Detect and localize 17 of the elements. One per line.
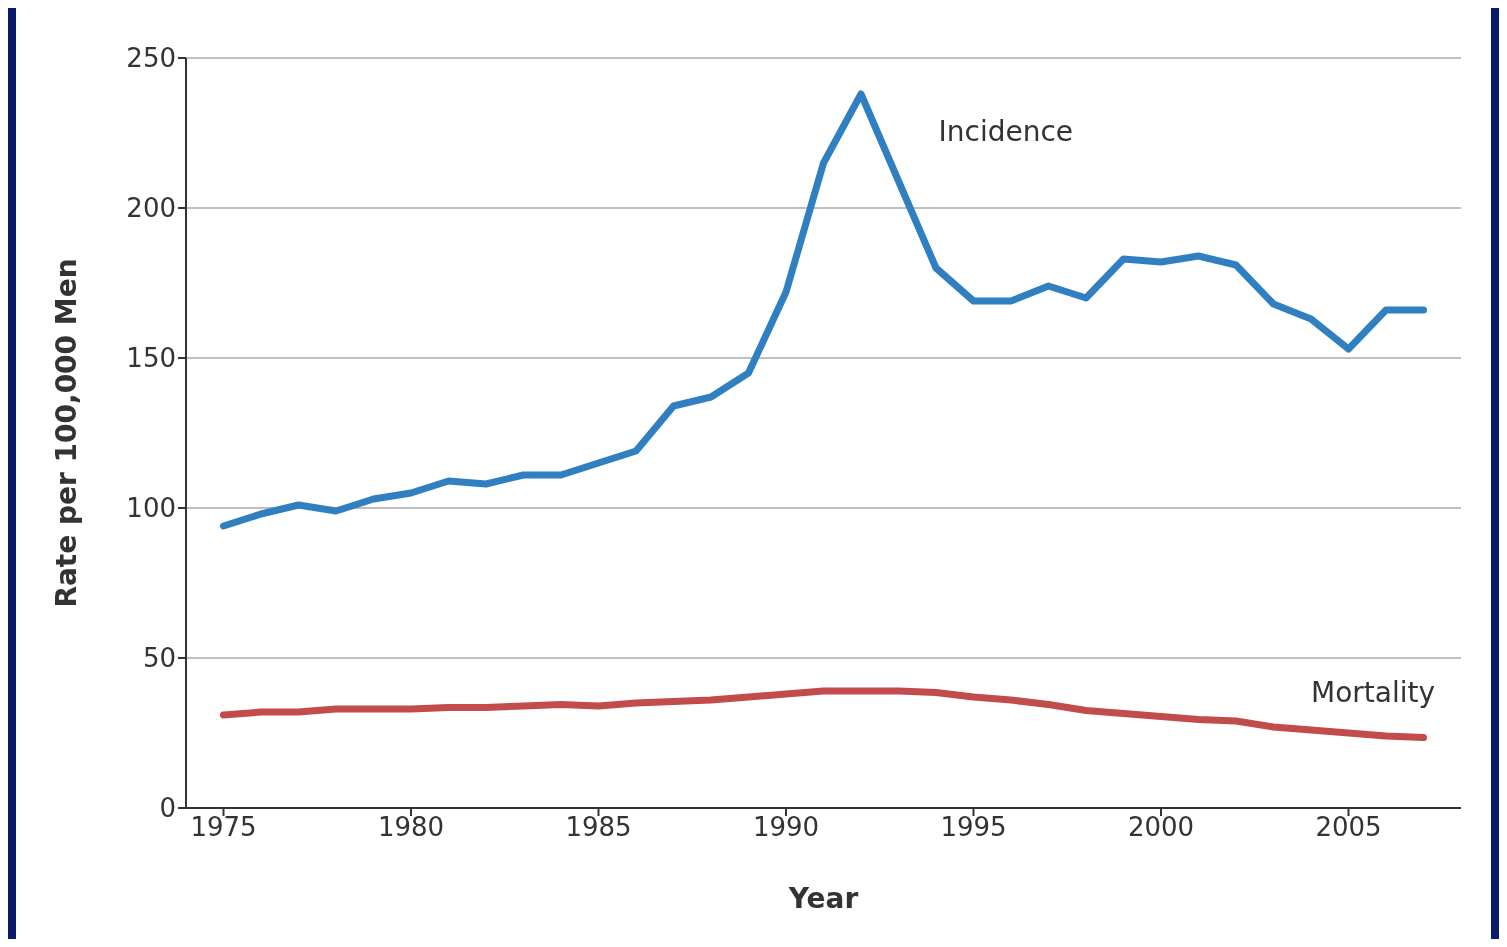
- x-tick-label: 1975: [190, 812, 257, 843]
- y-tick-label: 250: [126, 43, 176, 74]
- x-axis-title: Year: [787, 882, 859, 915]
- x-tick-label: 1990: [752, 812, 820, 843]
- x-tick-label: 1985: [565, 812, 632, 843]
- y-tick-label: 100: [126, 493, 176, 524]
- series-label: Incidence: [938, 115, 1074, 148]
- x-tick-label: 1995: [940, 812, 1007, 843]
- y-tick-label: 200: [126, 193, 176, 224]
- x-tick-label: 1980: [377, 812, 445, 843]
- series-label: Mortality: [1311, 676, 1436, 709]
- x-tick-label: 2005: [1315, 812, 1382, 843]
- y-tick-label: 0: [159, 793, 176, 824]
- y-tick-label: 50: [142, 643, 176, 674]
- y-axis-title: Rate per 100,000 Men: [49, 258, 83, 608]
- x-tick-label: 2000: [1127, 812, 1195, 843]
- y-tick-label: 150: [126, 343, 176, 374]
